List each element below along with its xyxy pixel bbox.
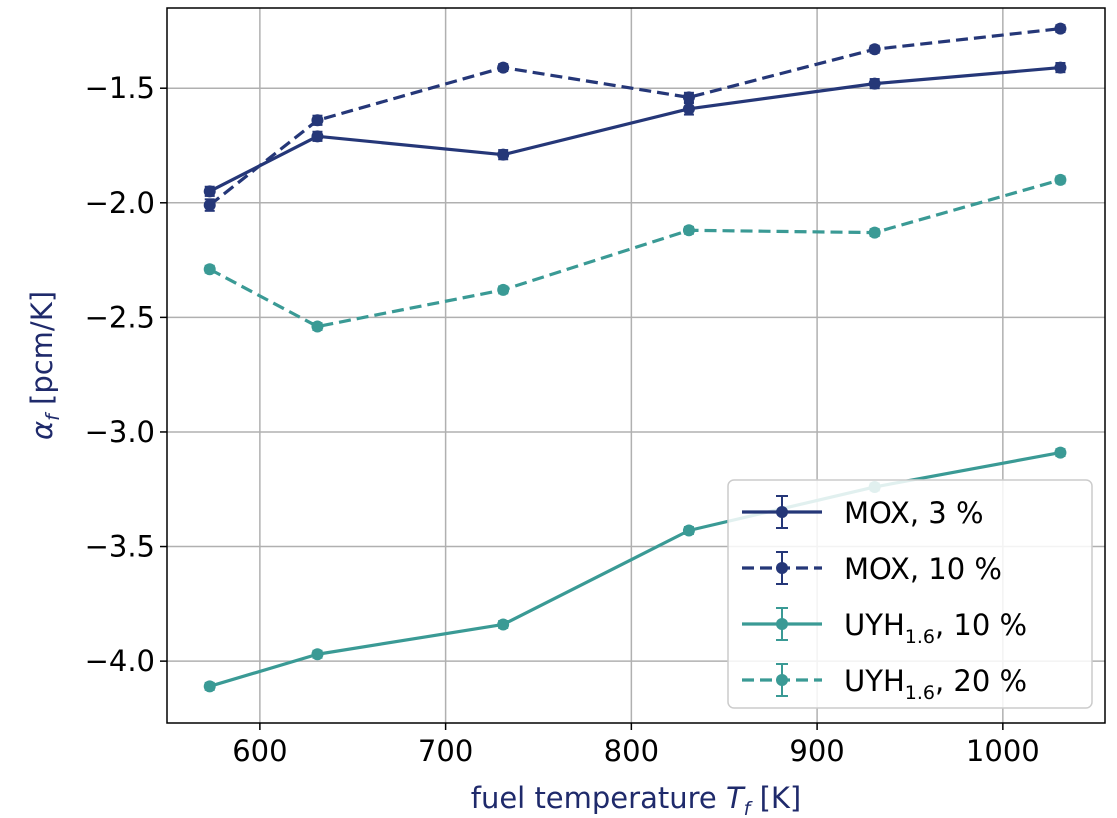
legend-label: MOX, 3 % xyxy=(844,496,984,530)
data-point xyxy=(868,226,881,239)
data-point xyxy=(203,199,216,212)
plot-frame xyxy=(166,7,1106,724)
data-point xyxy=(311,648,324,661)
axis-ticks: 600 700 800 900 1000 −1.5 −2.0 −2.5 −3.0 −3.5 −4.0 xyxy=(85,71,1040,768)
series-3 xyxy=(203,173,1067,333)
y-tick-label: −4.0 xyxy=(85,644,155,678)
legend-item: UYH1.6, 10 % xyxy=(742,607,1027,648)
data-point xyxy=(497,61,510,74)
data-point xyxy=(311,130,324,143)
data-point xyxy=(203,185,216,198)
legend-label-subscript: 1.6 xyxy=(905,682,935,704)
data-point xyxy=(682,224,695,237)
series-0 xyxy=(203,61,1067,198)
legend-label-subscript: 1.6 xyxy=(905,626,935,648)
legend-item: UYH1.6, 20 % xyxy=(742,663,1027,704)
y-tick-label: −2.5 xyxy=(85,300,155,334)
data-point xyxy=(311,320,324,333)
legend-item: MOX, 3 % xyxy=(742,495,984,530)
data-point xyxy=(311,114,324,127)
x-axis-title-prefix: fuel temperature xyxy=(471,781,726,815)
series-line xyxy=(208,27,1061,207)
data-point xyxy=(682,524,695,537)
data-point xyxy=(868,43,881,56)
x-tick-label: 900 xyxy=(789,734,844,768)
legend-label-main: UYH xyxy=(844,608,905,642)
legend-marker xyxy=(776,562,788,574)
y-tick-label: −2.0 xyxy=(85,186,155,220)
y-axis-title-symbol: α xyxy=(25,421,59,440)
data-point xyxy=(497,148,510,161)
legend: MOX, 3 %MOX, 10 %UYH1.6, 10 %UYH1.6, 20 … xyxy=(727,479,1093,709)
y-tick-label: −1.5 xyxy=(85,71,155,105)
series-line xyxy=(208,65,1061,193)
legend-marker xyxy=(776,674,788,686)
data-point xyxy=(1054,22,1067,35)
data-point xyxy=(497,283,510,296)
data-point xyxy=(682,102,695,115)
data-point xyxy=(682,91,695,104)
series-1 xyxy=(203,22,1067,212)
series-line xyxy=(208,178,1061,329)
data-point xyxy=(1054,61,1067,74)
legend-label-main: UYH xyxy=(844,664,905,698)
legend-label-tail: , 20 % xyxy=(935,664,1027,698)
series-lines xyxy=(203,22,1067,693)
legend-label-main: MOX, 3 % xyxy=(844,496,984,530)
y-axis-title-suffix: [pcm/K] xyxy=(25,291,59,414)
y-axis-title-subscript: f xyxy=(42,411,64,421)
data-point xyxy=(1054,446,1067,459)
y-tick-label: −3.0 xyxy=(85,415,155,449)
data-point xyxy=(203,263,216,276)
x-axis-title-symbol: T xyxy=(726,781,746,815)
data-point xyxy=(497,618,510,631)
legend-marker xyxy=(776,506,788,518)
x-axis-title-subscript: f xyxy=(744,798,754,818)
legend-label: UYH1.6, 10 % xyxy=(844,608,1027,648)
legend-label-tail: , 10 % xyxy=(935,608,1027,642)
legend-label: MOX, 10 % xyxy=(844,552,1002,586)
x-axis-title: fuel temperature Tf [K] xyxy=(471,781,802,818)
data-point xyxy=(203,680,216,693)
x-tick-label: 1000 xyxy=(966,734,1040,768)
legend-marker xyxy=(776,618,788,630)
legend-item: MOX, 10 % xyxy=(742,551,1002,586)
y-axis-title: αf [pcm/K] xyxy=(25,291,64,440)
x-axis-title-suffix: [K] xyxy=(750,781,801,815)
data-point xyxy=(868,77,881,90)
y-tick-label: −3.5 xyxy=(85,530,155,564)
legend-label-main: MOX, 10 % xyxy=(844,552,1002,586)
x-tick-label: 800 xyxy=(604,734,659,768)
x-tick-label: 700 xyxy=(418,734,473,768)
data-point xyxy=(1054,173,1067,186)
x-tick-label: 600 xyxy=(232,734,287,768)
legend-box xyxy=(727,479,1093,709)
legend-label: UYH1.6, 20 % xyxy=(844,664,1027,704)
